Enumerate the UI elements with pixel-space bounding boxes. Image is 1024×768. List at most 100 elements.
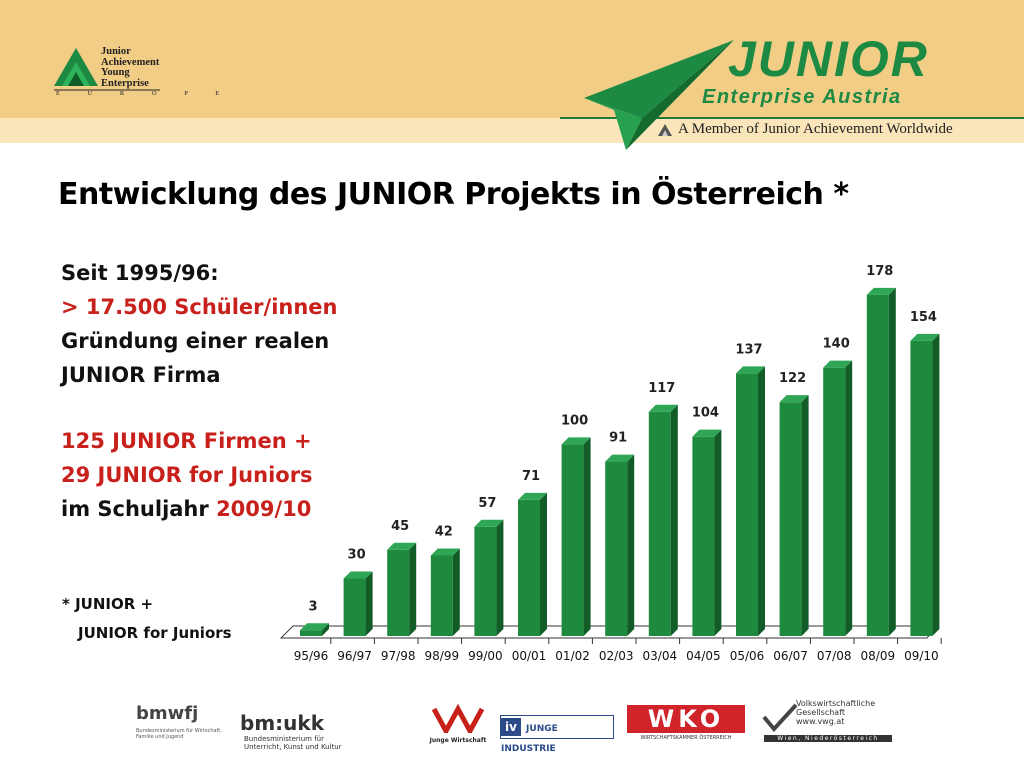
data-label-06-07: 122 [779, 371, 806, 386]
tick-label-02-03: 02/03 [599, 649, 634, 663]
bar-03-04 [648, 411, 671, 636]
ja-line-2: Achievement [101, 56, 160, 68]
side-text-block: Seit 1995/96: > 17.500 Schüler/innen Grü… [61, 256, 338, 526]
ja-line-3: Young [101, 67, 130, 78]
tick-label-03-04: 03/04 [643, 649, 678, 663]
tick-label-05-06: 05/06 [730, 649, 765, 663]
bar-05-06 [736, 373, 758, 636]
bar-side-97-98 [409, 542, 417, 636]
data-label-04-05: 104 [692, 406, 719, 421]
bar-06-07 [779, 402, 802, 636]
tick-label-07-08: 07/08 [817, 649, 852, 663]
tick-label-97-98: 97/98 [381, 649, 416, 663]
data-label-99-00: 57 [478, 496, 496, 511]
bar-side-03-04 [670, 404, 678, 636]
vwg-footer: Wien, Niederösterreich [764, 735, 892, 742]
bar-side-08-09 [888, 287, 896, 636]
side-line-firm: JUNIOR Firma [61, 363, 221, 387]
ja-line-1: Junior [101, 46, 131, 57]
junior-achievement-logo [54, 48, 160, 91]
bmwfj-caption: Bundesministerium für Wirtschaft, Famili… [136, 728, 222, 740]
wko-caption: WIRTSCHAFTSKAMMER ÖSTERREICH [640, 735, 732, 741]
member-tagline: A Member of Junior Achievement Worldwide [678, 121, 953, 137]
bar-00-01 [518, 499, 540, 636]
vwg-line-1: Volkswirtschaftliche [796, 699, 876, 708]
bar-top-96-97 [343, 571, 373, 579]
bar-top-09-10 [910, 333, 940, 341]
bar-chart: 3 95/96 30 96/97 45 97/98 42 98/99 57 99/00 71 00/0… [279, 264, 942, 663]
bar-side-04-05 [714, 429, 722, 636]
side-line-juniors-count: 29 JUNIOR for Juniors [61, 463, 313, 487]
tick-label-01-02: 01/02 [555, 649, 590, 663]
bar-01-02 [561, 444, 584, 636]
tick-label-08-09: 08/09 [861, 649, 896, 663]
header-band [0, 118, 1024, 143]
school-year-prefix: im Schuljahr [61, 497, 217, 521]
bar-side-99-00 [496, 519, 504, 636]
sponsor-wko: WKO WIRTSCHAFTSKAMMER ÖSTERREICH [627, 705, 745, 741]
school-year-value: 2009/10 [216, 497, 312, 521]
data-label-00-01: 71 [522, 469, 540, 484]
bar-top-02-03 [605, 454, 635, 462]
junior-logo-subtitle: Enterprise Austria [702, 86, 902, 108]
tick-label-95-96: 95/96 [294, 649, 329, 663]
bar-09-10 [910, 340, 933, 636]
data-label-97-98: 45 [391, 519, 409, 534]
bar-top-06-07 [779, 395, 809, 403]
bar-top-03-04 [648, 404, 678, 412]
bar-95-96 [300, 630, 322, 636]
ja-line-4: Enterprise [101, 77, 149, 89]
bar-top-99-00 [474, 519, 504, 527]
ja-triangle-small-icon [658, 124, 672, 136]
data-label-95-96: 3 [308, 599, 317, 614]
tick-label-04-05: 04/05 [686, 649, 721, 663]
bar-top-00-01 [518, 492, 547, 500]
ja-logo-text: Junior Achievement Young Enterprise [101, 46, 160, 89]
tick-label-99-00: 99/00 [468, 649, 503, 663]
bar-side-09-10 [932, 333, 940, 636]
bmukk-caption: Bundesministerium für Unterricht, Kunst … [244, 735, 342, 751]
bar-07-08 [823, 367, 846, 636]
vwg-check-icon [762, 703, 798, 733]
side-line-firms-count: 125 JUNIOR Firmen + [61, 429, 312, 453]
bar-side-98-99 [452, 548, 460, 636]
bar-top-97-98 [387, 542, 417, 550]
bar-side-95-96 [322, 623, 329, 636]
iv-caption: JUNGE INDUSTRIE [501, 724, 558, 754]
bar-side-05-06 [758, 366, 765, 636]
bar-side-01-02 [583, 437, 591, 636]
bar-98-99 [430, 555, 453, 636]
data-label-98-99: 42 [435, 525, 453, 540]
bar-97-98 [387, 549, 410, 636]
sponsor-bmwfj: bmwfj Bundesministerium für Wirtschaft, … [136, 703, 226, 740]
bar-side-00-01 [540, 492, 547, 636]
tick-label-00-01: 00/01 [512, 649, 547, 663]
sponsor-junge-wirtschaft: Junge Wirtschaft [423, 701, 493, 744]
sponsor-bmukk: bm:ukk Bundesministerium für Unterricht,… [240, 711, 420, 754]
bar-02-03 [605, 461, 628, 636]
bar-08-09 [866, 294, 889, 636]
paper-plane-icon [584, 40, 734, 150]
data-label-96-97: 30 [348, 548, 366, 563]
bar-96-97 [343, 578, 366, 636]
bar-99-00 [474, 526, 497, 636]
bar-04-05 [692, 436, 715, 636]
data-label-02-03: 91 [609, 431, 627, 446]
bar-top-95-96 [300, 623, 329, 631]
header-bar [0, 0, 1024, 118]
bar-top-04-05 [692, 429, 722, 437]
vwg-url: www.vwg.at [796, 717, 845, 726]
data-label-01-02: 100 [561, 413, 588, 428]
jw-caption: Junge Wirtschaft [429, 737, 487, 744]
ja-region-label: E U R O P E [56, 90, 233, 97]
header-divider [560, 117, 1024, 119]
bar-top-98-99 [430, 548, 460, 556]
side-line-founding: Gründung einer realen [61, 329, 330, 353]
wko-logo-text: WKO [627, 705, 745, 733]
tick-label-96-97: 96/97 [337, 649, 372, 663]
sponsor-junge-industrie: iv JUNGE INDUSTRIE [500, 715, 614, 754]
vwg-line-2: Gesellschaft [796, 708, 846, 717]
bmwfj-logo-text: bmwfj [136, 703, 199, 724]
side-line-school-year: im Schuljahr 2009/10 [61, 492, 338, 526]
bar-side-06-07 [801, 395, 809, 636]
